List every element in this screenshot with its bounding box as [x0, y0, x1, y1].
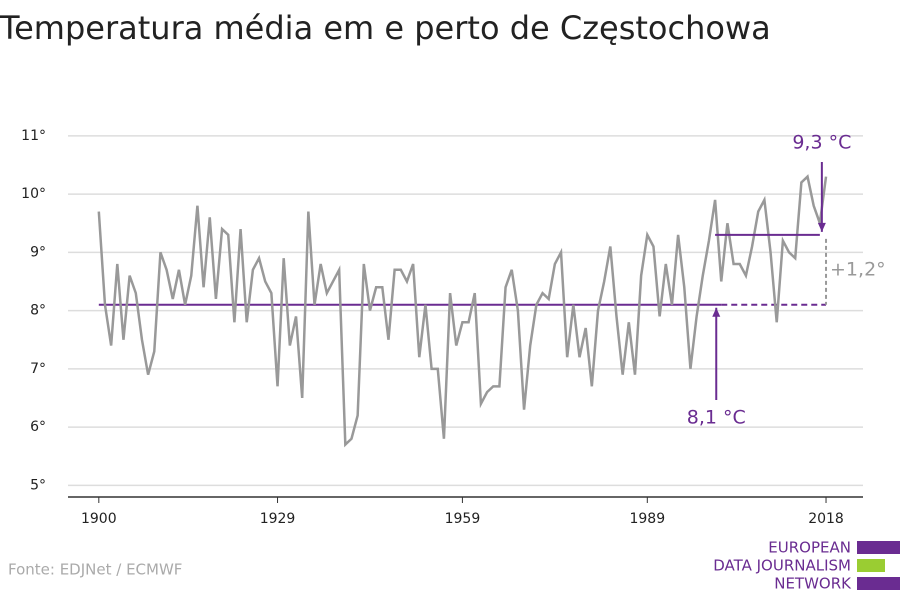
- y-tick-label: 5°: [30, 477, 46, 493]
- logo-text: EUROPEAN: [768, 539, 851, 557]
- y-tick-label: 10°: [21, 186, 46, 202]
- logo-bar: [857, 559, 885, 572]
- y-tick-label: 7°: [30, 361, 46, 377]
- logo-bar: [857, 577, 900, 590]
- arrow-head: [817, 222, 826, 232]
- logo-text: DATA JOURNALISM: [713, 557, 851, 575]
- logo-bar: [857, 541, 900, 554]
- series-line: [97, 174, 828, 448]
- x-tick-label: 1900: [81, 511, 117, 527]
- annotation-label: 8,1 °C: [687, 407, 746, 429]
- x-tick-label: 1929: [260, 511, 296, 527]
- y-tick-label: 6°: [30, 419, 46, 435]
- y-tick-label: 11°: [21, 128, 46, 144]
- x-tick-label: 2018: [808, 511, 844, 527]
- x-tick-label: 1989: [629, 511, 665, 527]
- annotation-label: 9,3 °C: [792, 132, 851, 154]
- y-tick-label: 8°: [30, 303, 46, 319]
- chart-title: Temperatura média em e perto de Częstoch…: [0, 9, 771, 47]
- logo-text: NETWORK: [774, 575, 852, 593]
- arrow-head: [712, 307, 721, 317]
- x-tick-label: 1959: [445, 511, 481, 527]
- y-tick-label: 9°: [30, 244, 46, 260]
- difference-label: +1,2°: [830, 258, 886, 280]
- source: Fonte: EDJNet / ECMWF: [8, 561, 182, 579]
